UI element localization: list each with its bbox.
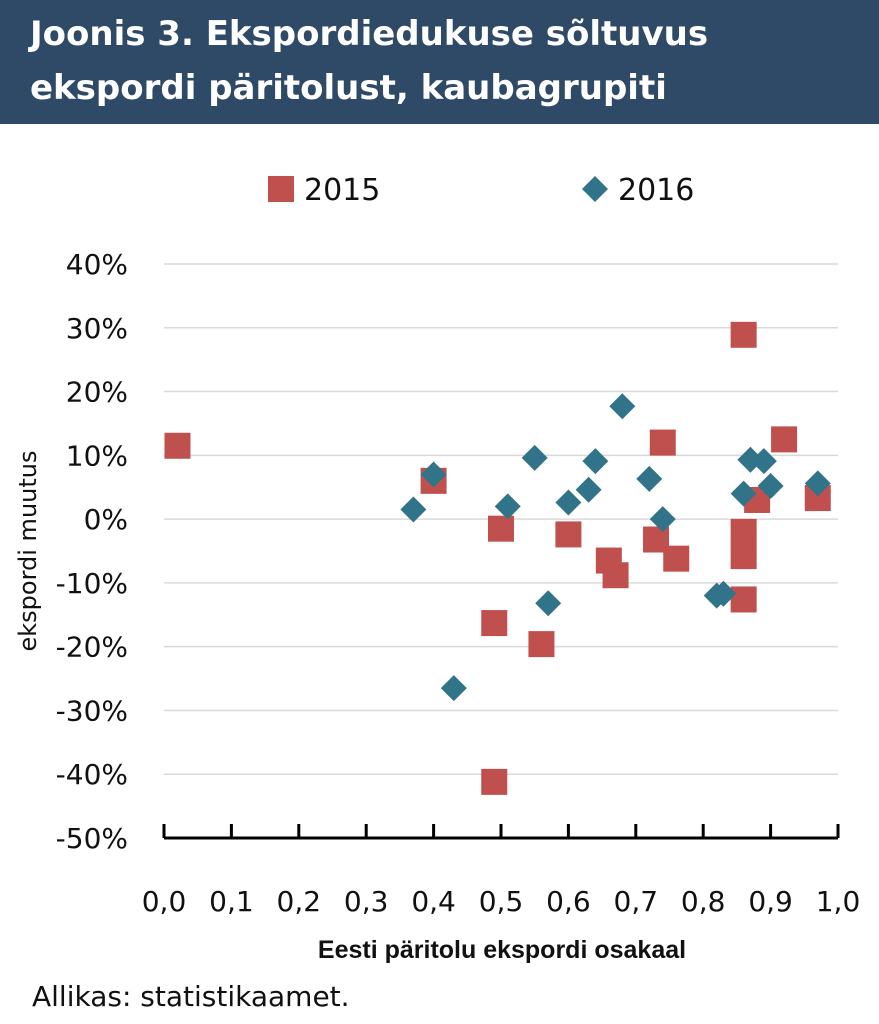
point-2015 <box>602 562 629 589</box>
point-2016 <box>730 480 757 507</box>
point-2016 <box>494 493 521 520</box>
x-tick-label: 0,9 <box>748 885 793 918</box>
x-tick-label: 0,0 <box>142 885 187 918</box>
x-tick-label: 0,3 <box>344 885 389 918</box>
title-bar: Joonis 3. Ekspordiedukuse sõltuvus ekspo… <box>0 0 879 124</box>
point-2016 <box>757 472 784 499</box>
y-tick-label: 20% <box>66 376 128 409</box>
y-tick-label: 40% <box>66 248 128 281</box>
x-tick-label: 0,6 <box>546 885 591 918</box>
point-2015 <box>481 610 508 637</box>
legend-label-2015: 2015 <box>304 173 380 208</box>
point-2015 <box>555 521 582 548</box>
y-axis-tick-labels: 40% 30% 20% 10% 0% -10% -20% -30% -40% -50% <box>56 248 128 855</box>
x-tick-label: 0,5 <box>479 885 524 918</box>
y-tick-label: 0% <box>84 503 128 536</box>
y-tick-label: -50% <box>56 822 128 855</box>
data-points <box>164 321 831 795</box>
legend: 2015 2016 <box>268 173 694 208</box>
point-2016 <box>535 590 562 617</box>
y-axis-title: ekspordi muutus <box>14 451 42 652</box>
point-2015 <box>649 429 676 456</box>
source-note: Allikas: statistikaamet. <box>32 980 350 1013</box>
legend-marker-2015 <box>268 176 294 202</box>
point-2015 <box>488 515 514 542</box>
chart-title-line-1: Joonis 3. Ekspordiedukuse sõltuvus <box>30 14 709 54</box>
y-tick-label: -40% <box>56 758 128 791</box>
point-2015 <box>164 432 191 459</box>
point-2015 <box>663 545 690 572</box>
scatter-chart: 40%30%20%10%0%-10%-20%-30%-40%-50% 0,0 0,… <box>14 173 861 964</box>
x-axis: 0,0 0,1 0,2 0,3 0,4 0,5 0,6 0,7 0,8 0,9 1,0 <box>142 824 861 918</box>
y-tick-label: 30% <box>66 312 128 345</box>
legend-marker-2016 <box>582 176 608 202</box>
point-2016 <box>609 393 636 420</box>
point-2016 <box>420 461 447 488</box>
x-tick-label: 0,7 <box>614 885 659 918</box>
point-2015 <box>481 768 508 795</box>
x-tick-label: 0,1 <box>209 885 254 918</box>
point-2016 <box>582 448 609 475</box>
x-axis-title: Eesti päritolu ekspordi osakaal <box>318 936 686 964</box>
y-tick-label: -30% <box>56 694 128 727</box>
point-2016 <box>521 444 548 471</box>
chart-title-line-2: ekspordi päritolust, kaubagrupiti <box>30 68 667 108</box>
point-2016 <box>804 470 831 497</box>
point-2015 <box>771 426 798 453</box>
x-tick-label: 1,0 <box>816 885 861 918</box>
point-2016 <box>555 489 582 516</box>
x-tick-label: 0,2 <box>277 885 322 918</box>
point-2016 <box>750 448 777 475</box>
x-tick-label: 0,8 <box>681 885 726 918</box>
point-2015 <box>730 518 757 545</box>
point-2016 <box>400 496 427 523</box>
point-2016 <box>710 580 737 607</box>
point-2015 <box>730 321 757 348</box>
x-tick-label: 0,4 <box>411 885 456 918</box>
point-2016 <box>575 476 602 503</box>
y-tick-label: -20% <box>56 631 128 664</box>
point-2016 <box>636 465 663 492</box>
point-2015 <box>730 586 757 613</box>
legend-label-2016: 2016 <box>618 173 694 208</box>
point-2015 <box>528 631 555 658</box>
y-tick-label: -10% <box>56 567 128 600</box>
y-tick-label: 10% <box>66 439 128 472</box>
point-2015 <box>730 543 757 570</box>
point-2016 <box>440 675 467 702</box>
